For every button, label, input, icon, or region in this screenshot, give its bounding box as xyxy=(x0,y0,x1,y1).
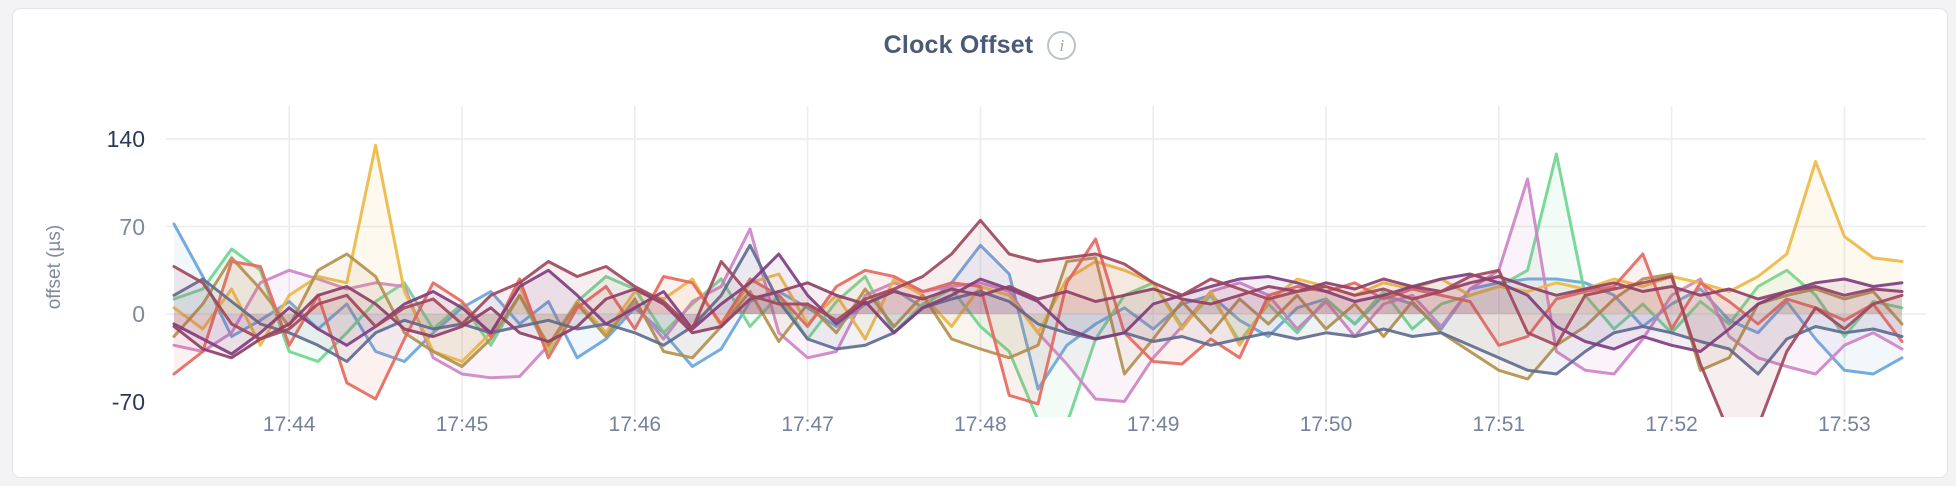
series-4-area xyxy=(174,145,1902,362)
series-2-line xyxy=(172,152,1904,417)
chart-title: Clock Offset xyxy=(883,31,1034,59)
series-10-area xyxy=(174,220,1902,417)
series-10-line xyxy=(172,218,1904,417)
x-tick-label-17:52: 17:52 xyxy=(1645,413,1698,436)
x-tick-label-17:53: 17:53 xyxy=(1818,413,1871,436)
x-tick-label-17:49: 17:49 xyxy=(1126,413,1180,436)
series-1-area xyxy=(174,224,1902,389)
series-7-area xyxy=(174,245,1902,374)
series-4 xyxy=(172,143,1904,363)
series-5 xyxy=(172,252,1904,381)
series-8 xyxy=(172,252,1904,356)
series-2 xyxy=(172,152,1904,417)
series-9-area xyxy=(174,276,1902,358)
series-9-line xyxy=(172,275,1904,360)
x-tick-label-17:50: 17:50 xyxy=(1299,413,1353,436)
series-6-line xyxy=(172,237,1904,406)
info-icon[interactable]: i xyxy=(1047,31,1077,60)
series-8-area xyxy=(174,254,1902,354)
series-5-line xyxy=(172,252,1904,381)
series-6-area xyxy=(174,239,1902,404)
x-tick-label-17:44: 17:44 xyxy=(262,413,316,436)
series-4-line xyxy=(172,143,1904,363)
x-tick-label-17:46: 17:46 xyxy=(608,413,662,436)
x-tick-label-17:45: 17:45 xyxy=(435,413,489,436)
series-6 xyxy=(172,237,1904,406)
y-tick-label-70: 70 xyxy=(119,213,145,240)
clock-offset-chart xyxy=(166,106,1926,417)
x-tick-label-17:47: 17:47 xyxy=(781,413,834,436)
series-5-area xyxy=(174,254,1902,379)
chart-header: Clock Offset i xyxy=(13,31,1947,60)
y-axis-title: offset (µs) xyxy=(44,224,65,310)
x-tick-label-17:51: 17:51 xyxy=(1472,413,1526,436)
series-10 xyxy=(172,218,1904,417)
series-2-area xyxy=(174,154,1902,417)
y-tick-label-140: 140 xyxy=(106,126,145,152)
series-8-line xyxy=(172,252,1904,356)
clock-offset-card: Clock Offset i offset (µs) 140 70 0 -70 17:… xyxy=(12,8,1948,478)
series-9 xyxy=(172,275,1904,360)
x-tick-label-17:48: 17:48 xyxy=(954,413,1007,436)
y-tick-label-0: 0 xyxy=(132,301,145,327)
y-tick-label--70: -70 xyxy=(111,388,145,415)
plot-area[interactable] xyxy=(166,101,1926,417)
y-axis-ticks: 140 70 0 -70 xyxy=(73,9,145,477)
